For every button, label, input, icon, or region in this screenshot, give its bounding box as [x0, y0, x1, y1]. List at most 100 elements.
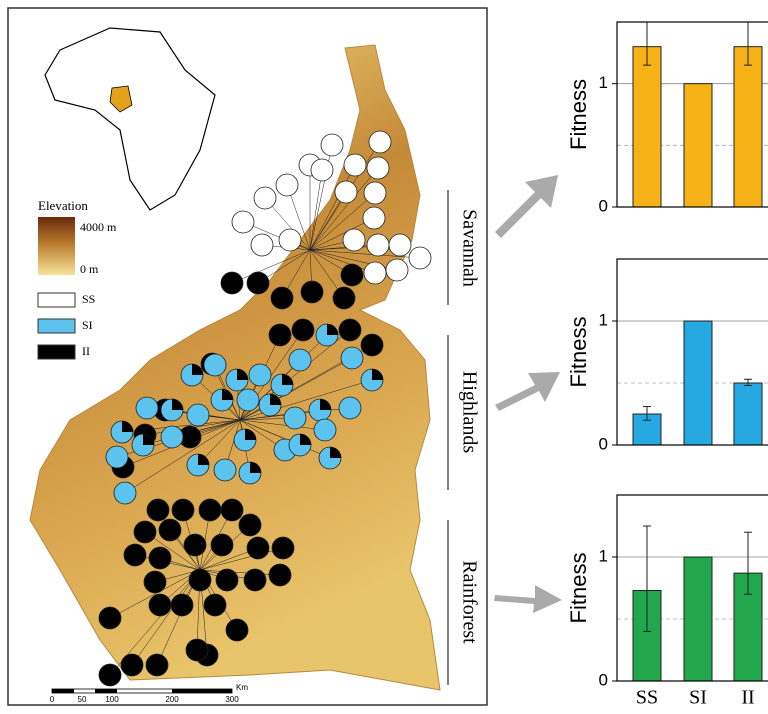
- sample-pie: [99, 607, 121, 629]
- figure: Elevation 4000 m 0 m SS SI II Savannah H…: [0, 0, 768, 714]
- sample-pie: [184, 534, 206, 556]
- sample-pie: [226, 619, 248, 641]
- bar: [684, 84, 712, 207]
- sample-pie: [363, 207, 385, 229]
- sample-pie: [99, 664, 121, 686]
- sample-pie: [276, 174, 298, 196]
- x-tick-label: SS: [636, 687, 658, 709]
- sample-pie: [389, 234, 411, 256]
- sample-pie: [114, 482, 136, 504]
- sample-pie: [386, 259, 408, 281]
- sample-pie: [124, 544, 146, 566]
- sample-pie: [239, 514, 261, 536]
- sample-pie: [149, 594, 171, 616]
- scale-label: 200: [165, 695, 179, 704]
- elevation-low: 0 m: [80, 262, 99, 276]
- sample-pie: [333, 287, 355, 309]
- sample-pie: [134, 521, 156, 543]
- elevation-scale: [38, 217, 75, 275]
- sample-pie: [367, 234, 389, 256]
- elevation-high: 4000 m: [80, 220, 117, 234]
- scale-label: 50: [78, 695, 87, 704]
- scale-bar-segment: [172, 689, 232, 693]
- legend-swatch: [38, 345, 75, 359]
- region-label: Savannah: [458, 209, 480, 287]
- sample-pie: [146, 654, 168, 676]
- sample-pie: [272, 537, 294, 559]
- sample-pie: [204, 354, 226, 376]
- sample-pie: [314, 419, 336, 441]
- sample-pie: [247, 272, 269, 294]
- sample-pie: [301, 281, 323, 303]
- sample-pie: [237, 389, 259, 411]
- scale-label: 0: [50, 695, 55, 704]
- sample-pie: [364, 182, 386, 204]
- page: Elevation 4000 m 0 m SS SI II Savannah H…: [0, 0, 768, 714]
- sample-pie: [232, 211, 254, 233]
- sample-pie: [249, 364, 271, 386]
- sample-pie: [339, 319, 361, 341]
- sample-pie: [161, 426, 183, 448]
- sample-pie: [199, 499, 221, 521]
- sample-pie: [343, 229, 365, 251]
- sample-pie: [335, 181, 357, 203]
- region-label: Highlands: [458, 371, 480, 453]
- sample-pie: [311, 159, 333, 181]
- y-axis-label: Fitness: [566, 317, 591, 388]
- sample-pie: [321, 134, 343, 156]
- region-label: Rainforest: [458, 560, 480, 644]
- sample-pie: [147, 499, 169, 521]
- sample-pie: [341, 347, 363, 369]
- legend-label: SS: [82, 292, 95, 306]
- sample-pie: [121, 654, 143, 676]
- sample-pie: [189, 569, 211, 591]
- sample-pie: [149, 547, 171, 569]
- sample-pie: [136, 397, 158, 419]
- sample-pie: [269, 324, 291, 346]
- sample-pie: [251, 234, 273, 256]
- scale-label: 300: [225, 695, 239, 704]
- scale-label: 100: [105, 695, 119, 704]
- y-tick-label: 1: [599, 310, 608, 329]
- sample-pie: [244, 569, 266, 591]
- y-tick-label: 0: [599, 196, 608, 215]
- bar: [734, 47, 762, 207]
- sample-pie: [254, 187, 276, 209]
- sample-pie: [221, 499, 243, 521]
- y-axis-label: Fitness: [566, 553, 591, 624]
- legend-label: II: [82, 344, 90, 358]
- sample-pie: [409, 247, 431, 269]
- y-tick-label: 1: [599, 73, 608, 92]
- bar: [684, 321, 712, 445]
- sample-pie: [144, 571, 166, 593]
- sample-pie: [344, 154, 366, 176]
- sample-pie: [187, 404, 209, 426]
- sample-pie: [369, 131, 391, 153]
- sample-pie: [172, 499, 194, 521]
- sample-pie: [204, 594, 226, 616]
- sample-pie: [284, 407, 306, 429]
- y-axis-label: Fitness: [566, 79, 591, 150]
- scale-bar-segment: [95, 689, 117, 693]
- y-tick-label: 0: [599, 670, 608, 689]
- sample-pie: [271, 287, 293, 309]
- sample-pie: [361, 334, 383, 356]
- sample-pie: [364, 262, 386, 284]
- sample-pie: [269, 564, 291, 586]
- x-tick-label: II: [741, 687, 754, 709]
- arrow: [495, 372, 560, 411]
- elevation-title: Elevation: [38, 198, 88, 213]
- legend-swatch: [38, 293, 75, 307]
- sample-pie: [106, 446, 128, 468]
- y-tick-label: 0: [599, 434, 608, 453]
- sample-pie: [171, 594, 193, 616]
- legend-swatch: [38, 319, 75, 333]
- sample-pie: [247, 537, 269, 559]
- sample-pie: [289, 349, 311, 371]
- bar: [633, 47, 661, 207]
- sample-pie: [216, 569, 238, 591]
- sample-pie: [159, 519, 181, 541]
- legend-label: SI: [82, 318, 93, 332]
- bar: [734, 383, 762, 445]
